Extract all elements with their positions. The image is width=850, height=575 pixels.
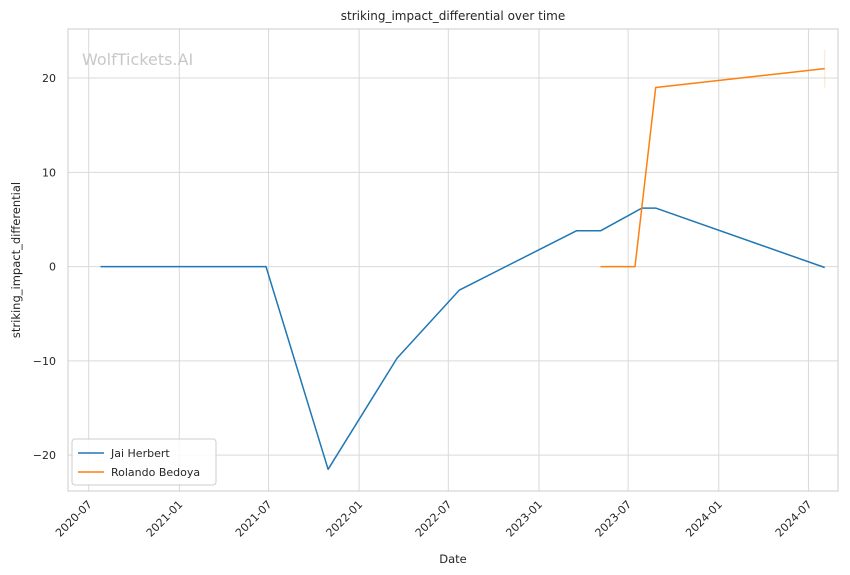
series-line-rolando-bedoya bbox=[600, 67, 825, 268]
plot-frame bbox=[67, 28, 839, 492]
legend: Jai Herbert Rolando Bedoya bbox=[71, 438, 217, 486]
x-tick-label: 2021-07 bbox=[233, 498, 275, 540]
x-tick-label: 2022-01 bbox=[324, 498, 366, 540]
series-layer bbox=[100, 49, 826, 471]
y-axis-label: striking_impact_differential bbox=[9, 182, 23, 338]
x-tick-label: 2022-07 bbox=[413, 498, 455, 540]
y-tick-label: −10 bbox=[33, 355, 56, 368]
chart-title: striking_impact_differential over time bbox=[341, 9, 566, 23]
watermark-logo: WolfTickets.AI bbox=[82, 50, 193, 69]
y-tick-label: 0 bbox=[49, 261, 56, 274]
legend-label-jai-herbert: Jai Herbert bbox=[110, 447, 170, 460]
y-tick-label: 10 bbox=[42, 166, 56, 179]
x-tick-label: 2023-07 bbox=[593, 498, 635, 540]
y-tick-label: −20 bbox=[33, 449, 56, 462]
grid bbox=[68, 29, 838, 491]
x-tick-label: 2020-07 bbox=[53, 498, 95, 540]
legend-label-rolando-bedoya: Rolando Bedoya bbox=[111, 466, 200, 479]
y-tick-label: 20 bbox=[42, 72, 56, 85]
x-tick-label: 2024-01 bbox=[683, 498, 725, 540]
x-tick-label: 2024-07 bbox=[773, 498, 815, 540]
x-tick-label: 2023-01 bbox=[503, 498, 545, 540]
legend-box bbox=[71, 438, 217, 486]
x-tick-label: 2021-01 bbox=[144, 498, 186, 540]
x-axis-label: Date bbox=[439, 552, 467, 566]
series-line-jai-herbert bbox=[100, 207, 825, 471]
